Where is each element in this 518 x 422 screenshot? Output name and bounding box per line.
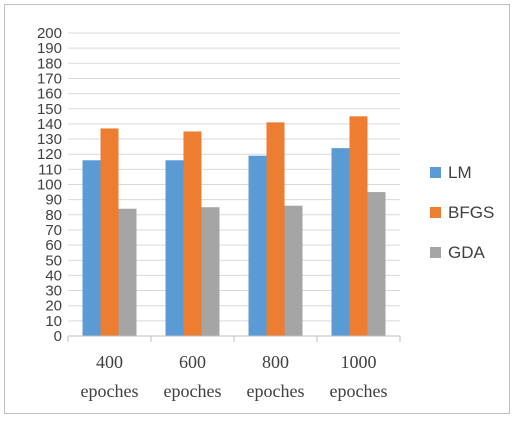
x-axis-labels: 400 epoches 600 epoches 800 epoches 1000 epoche… (81, 352, 388, 401)
x-tick-label: 1000 (341, 352, 377, 372)
y-tick-label: 50 (45, 252, 62, 269)
bar-gda (201, 207, 220, 336)
y-tick-label: 20 (45, 298, 62, 315)
legend: LM BFGS GDA (430, 163, 494, 262)
bar-lm (331, 148, 350, 336)
y-tick-label: 130 (37, 131, 62, 148)
y-tick-label: 10 (45, 313, 62, 330)
y-tick-label: 30 (45, 283, 62, 300)
y-tick-label: 140 (37, 116, 62, 133)
legend-label-gda: GDA (448, 243, 486, 262)
legend-label-lm: LM (448, 163, 472, 182)
y-tick-label: 100 (37, 177, 62, 194)
axes (67, 335, 401, 342)
legend-swatch-gda (430, 247, 441, 258)
y-axis-ticks: 0102030405060708090100110120130140150160… (37, 25, 62, 345)
bar-bfgs (266, 122, 285, 336)
x-tick-label: epoches (247, 381, 305, 401)
x-tick-label: epoches (164, 381, 222, 401)
x-tick-label: epoches (330, 381, 388, 401)
y-tick-label: 170 (37, 70, 62, 87)
y-tick-label: 160 (37, 86, 62, 103)
bar-bfgs (349, 116, 368, 336)
bar-bfgs (100, 128, 119, 336)
legend-label-bfgs: BFGS (448, 203, 494, 222)
bar-gda (284, 205, 303, 336)
x-tick-label: 800 (262, 352, 289, 372)
y-tick-label: 70 (45, 222, 62, 239)
y-tick-label: 190 (37, 40, 62, 57)
bar-bfgs (183, 131, 202, 336)
y-tick-label: 200 (37, 25, 62, 42)
bar-lm (248, 155, 267, 336)
bars (82, 116, 386, 336)
legend-swatch-bfgs (430, 207, 441, 218)
y-tick-label: 0 (54, 328, 62, 345)
y-tick-label: 40 (45, 267, 62, 284)
y-tick-label: 80 (45, 207, 62, 224)
y-tick-label: 150 (37, 101, 62, 118)
bar-gda (118, 208, 137, 336)
y-tick-label: 120 (37, 146, 62, 163)
x-tick-label: epoches (81, 381, 139, 401)
x-tick-label: 400 (96, 352, 123, 372)
bar-lm (82, 160, 101, 336)
y-tick-label: 110 (38, 161, 62, 178)
bar-lm (165, 160, 184, 336)
bar-gda (367, 192, 386, 336)
legend-swatch-lm (430, 167, 441, 178)
y-tick-label: 180 (37, 55, 62, 72)
x-tick-label: 600 (179, 352, 206, 372)
y-tick-label: 60 (45, 237, 62, 254)
y-tick-label: 90 (45, 192, 62, 209)
